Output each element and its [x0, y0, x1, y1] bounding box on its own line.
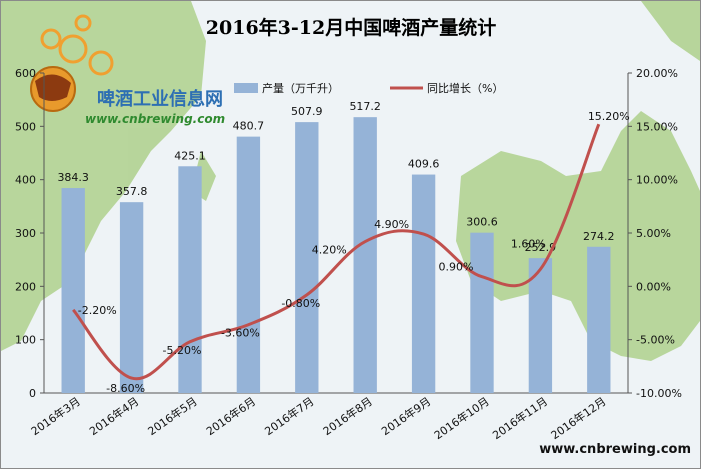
bar-value-label: 517.2: [349, 100, 381, 113]
logo-bubble: [88, 50, 114, 76]
line-point-label: 1.60%: [511, 237, 546, 250]
right-axis-tick-label: 20.00%: [636, 67, 678, 80]
line-point-label: 0.90%: [439, 261, 474, 274]
line-point-label: 4.20%: [312, 244, 347, 257]
left-axis-tick-label: 600: [15, 67, 36, 80]
bar: [353, 117, 377, 393]
left-axis-tick-label: 500: [15, 120, 36, 133]
bar: [470, 232, 494, 393]
logo-bubble: [58, 34, 88, 64]
left-axis-tick-label: 400: [15, 174, 36, 187]
right-axis-tick-label: 10.00%: [636, 174, 678, 187]
line-point-label: 15.20%: [588, 110, 630, 123]
right-axis-tick-label: 15.00%: [636, 120, 678, 133]
line-point-label: -0.80%: [281, 297, 320, 310]
category-label: 2016年6月: [203, 394, 258, 438]
category-label: 2016年5月: [145, 394, 200, 438]
watermark-site-name: 啤酒工业信息网: [97, 88, 223, 110]
bar: [587, 246, 611, 393]
right-axis-tick-label: 5.00%: [636, 227, 671, 240]
left-axis-tick-label: 0: [29, 387, 36, 400]
bar: [119, 202, 144, 393]
right-axis-tick-label: -10.00%: [636, 387, 682, 400]
legend-line-label: 同比增长（%）: [427, 81, 503, 95]
bar: [236, 136, 261, 394]
bar: [61, 188, 85, 393]
bar-value-label: 409.6: [408, 158, 440, 171]
left-axis-tick-label: 300: [15, 227, 36, 240]
category-label: 2016年10月: [431, 394, 491, 442]
bar: [528, 258, 553, 393]
bar: [178, 166, 202, 393]
line-point-label: -8.60%: [106, 382, 145, 395]
bar-value-label: 252.9: [525, 241, 557, 254]
bar-value-label: 357.8: [116, 185, 148, 198]
left-axis-tick-label: 100: [15, 334, 36, 347]
bar-value-label: 300.6: [466, 216, 498, 229]
category-label: 2016年8月: [320, 394, 375, 438]
map-landmass-right: [456, 111, 700, 361]
growth-line: [72, 123, 601, 381]
category-label: 2016年4月: [87, 394, 142, 438]
category-label: 2016年7月: [262, 394, 317, 438]
chart-title: 2016年3-12月中国啤酒产量统计: [206, 16, 496, 39]
legend-bar-swatch: [234, 83, 258, 93]
logo-bubble: [40, 28, 62, 50]
legend: 产量（万千升） 同比增长（%）: [234, 81, 503, 95]
category-label: 2016年9月: [379, 394, 434, 438]
bar-value-label: 384.3: [57, 171, 89, 184]
category-label: 2016年11月: [490, 394, 550, 442]
line-point-label: -5.20%: [163, 344, 202, 357]
bar: [295, 122, 319, 394]
bar-value-label: 425.1: [174, 149, 206, 162]
bar-value-label: 507.9: [291, 105, 323, 118]
category-label: 2016年3月: [28, 394, 83, 438]
bar: [411, 174, 436, 393]
right-axis-tick-label: 0.00%: [636, 280, 671, 293]
bar-value-label: 274.2: [583, 230, 615, 243]
line-point-label: -3.60%: [221, 327, 260, 340]
category-label: 2016年12月: [548, 394, 608, 442]
right-axis-tick-label: -5.00%: [636, 334, 675, 347]
legend-bar-label: 产量（万千升）: [262, 81, 339, 95]
left-axis-tick-label: 200: [15, 280, 36, 293]
logo-bubble: [74, 14, 92, 32]
bar-value-label: 480.7: [233, 120, 265, 133]
footer-url: www.cnbrewing.com: [539, 442, 691, 457]
watermark-site-url: www.cnbrewing.com: [85, 112, 225, 126]
map-landmass-top-right: [641, 1, 700, 61]
line-point-label: -2.20%: [78, 304, 117, 317]
line-point-label: 4.90%: [374, 218, 409, 231]
